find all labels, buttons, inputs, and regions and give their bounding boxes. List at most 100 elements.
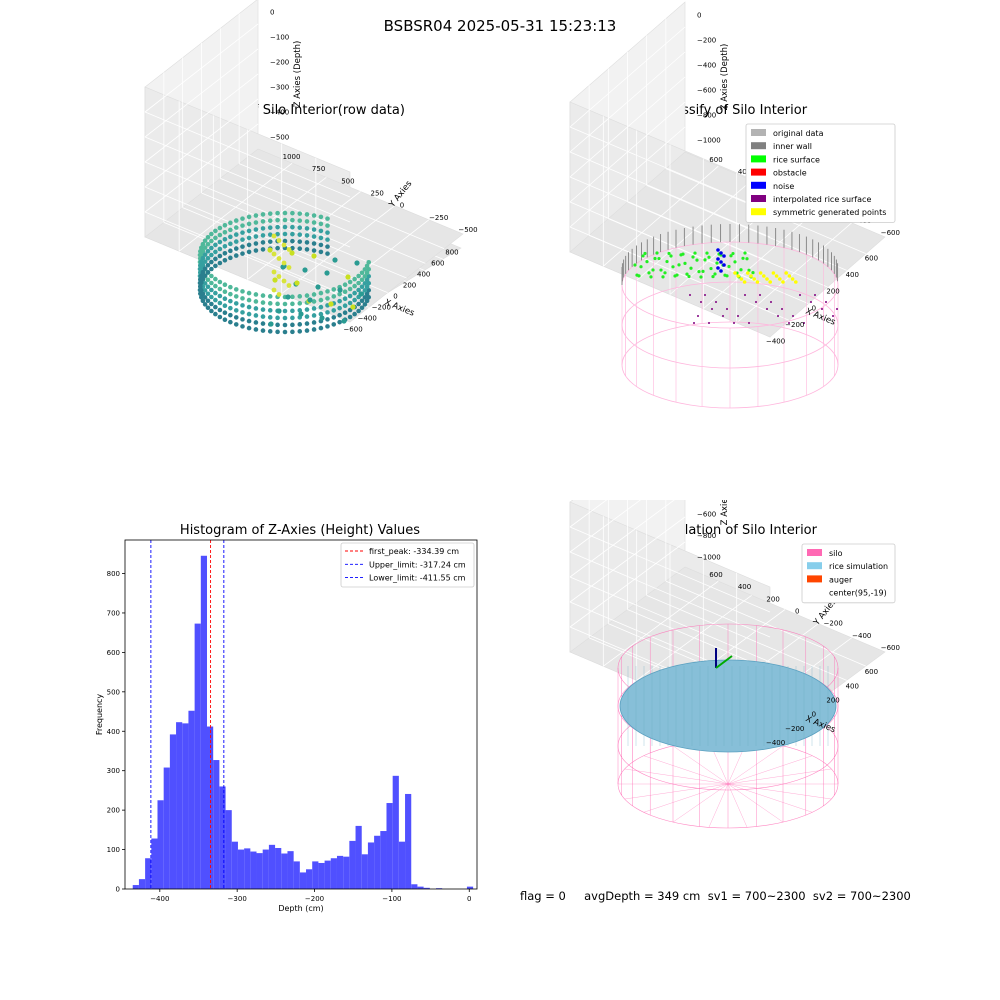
- data-point: [222, 258, 228, 263]
- silo-floor-spoke: [643, 755, 729, 785]
- data-point: [253, 292, 259, 297]
- rice-surface-point: [639, 265, 643, 269]
- interpolated-point: [693, 322, 695, 324]
- y-tick-label: 250: [371, 190, 384, 198]
- data-point: [297, 301, 303, 306]
- data-point: [228, 284, 233, 290]
- data-point: [297, 225, 303, 230]
- data-point: [253, 306, 259, 311]
- rice-surface-point: [711, 274, 715, 279]
- data-point: [297, 246, 303, 251]
- data-point: [246, 249, 252, 255]
- histogram-bar: [225, 810, 232, 889]
- panel3-title: Histogram of Z-Axies (Height) Values: [179, 523, 421, 538]
- data-point: [276, 274, 282, 279]
- data-point: [318, 311, 324, 317]
- data-point: [202, 273, 208, 278]
- rice-surface-point: [699, 275, 703, 279]
- data-point: [233, 225, 239, 230]
- data-point: [217, 293, 223, 299]
- z-tick-label: −400: [270, 109, 289, 117]
- data-point: [200, 298, 206, 304]
- rice-surface-point: [685, 272, 689, 276]
- interpolated-point: [755, 301, 757, 303]
- data-point: [297, 239, 303, 244]
- data-point: [276, 238, 282, 243]
- rice-surface-point: [715, 261, 719, 265]
- data-point: [213, 304, 218, 310]
- data-point: [228, 312, 233, 318]
- interpolated-point: [704, 294, 706, 296]
- data-point: [205, 241, 211, 247]
- interpolated-point: [788, 322, 790, 324]
- data-point: [209, 259, 214, 265]
- data-point: [275, 322, 280, 328]
- data-point: [359, 298, 365, 304]
- rice-surface-point: [727, 264, 731, 269]
- data-point: [213, 276, 218, 282]
- symmetric-point: [765, 277, 769, 281]
- rice-surface-point: [677, 263, 681, 267]
- histogram-bar: [417, 886, 424, 889]
- panel1-3d-plot: −600−400−200020040060080010007505002500−…: [144, 0, 478, 335]
- silo-floor-spoke: [708, 783, 729, 828]
- data-point: [198, 280, 204, 286]
- data-point: [318, 297, 324, 303]
- symmetric-point: [739, 277, 744, 281]
- rice-surface-point: [663, 271, 667, 275]
- data-point: [318, 290, 324, 296]
- interpolated-point: [700, 301, 702, 303]
- data-point: [202, 281, 208, 286]
- symmetric-point: [790, 277, 795, 281]
- data-point: [352, 283, 357, 289]
- histogram-bar: [145, 858, 152, 889]
- noise-point: [719, 260, 723, 264]
- interpolated-point: [781, 308, 783, 310]
- histogram-bar: [262, 849, 269, 889]
- data-point: [304, 226, 310, 231]
- silo-floor-spoke: [727, 768, 832, 785]
- data-point: [222, 251, 228, 256]
- data-point: [228, 319, 233, 325]
- data-point: [347, 300, 353, 306]
- data-point: [364, 277, 370, 283]
- data-point: [325, 317, 330, 322]
- histogram-axes: −400 −300 −200 −100 0 0 100 200 300 400 500 600 700 8…: [95, 539, 478, 913]
- data-point: [332, 257, 338, 263]
- data-point: [342, 303, 348, 308]
- symmetric-point: [778, 277, 782, 281]
- data-point: [290, 308, 295, 314]
- legend-swatch: [751, 208, 766, 216]
- data-point: [362, 288, 368, 293]
- data-point: [213, 235, 218, 241]
- data-point: [356, 287, 361, 293]
- symmetric-point: [762, 274, 766, 278]
- x-tick-label: 600: [865, 254, 878, 262]
- data-point: [268, 321, 274, 327]
- data-point: [222, 289, 228, 294]
- data-point: [311, 227, 317, 232]
- data-point: [205, 269, 211, 275]
- z-tick-label: −100: [270, 34, 289, 42]
- data-point: [217, 286, 223, 292]
- data-point: [275, 210, 280, 216]
- data-point: [209, 252, 214, 258]
- data-point: [240, 289, 245, 294]
- data-point: [359, 270, 365, 276]
- grid-line: [665, 580, 866, 667]
- data-point: [347, 293, 353, 299]
- data-point: [267, 315, 273, 320]
- data-point: [202, 295, 208, 300]
- data-point: [198, 245, 204, 251]
- data-point: [297, 211, 303, 216]
- y-tick-label: 0: [400, 202, 404, 210]
- data-point: [359, 277, 365, 283]
- noise-point: [716, 266, 720, 270]
- histogram-bar: [244, 848, 251, 889]
- histogram-bar: [194, 623, 201, 889]
- data-point: [240, 317, 245, 322]
- histogram-bar: [318, 862, 325, 889]
- data-point: [271, 251, 277, 257]
- rice-surface-point: [689, 266, 693, 270]
- data-point: [233, 301, 239, 306]
